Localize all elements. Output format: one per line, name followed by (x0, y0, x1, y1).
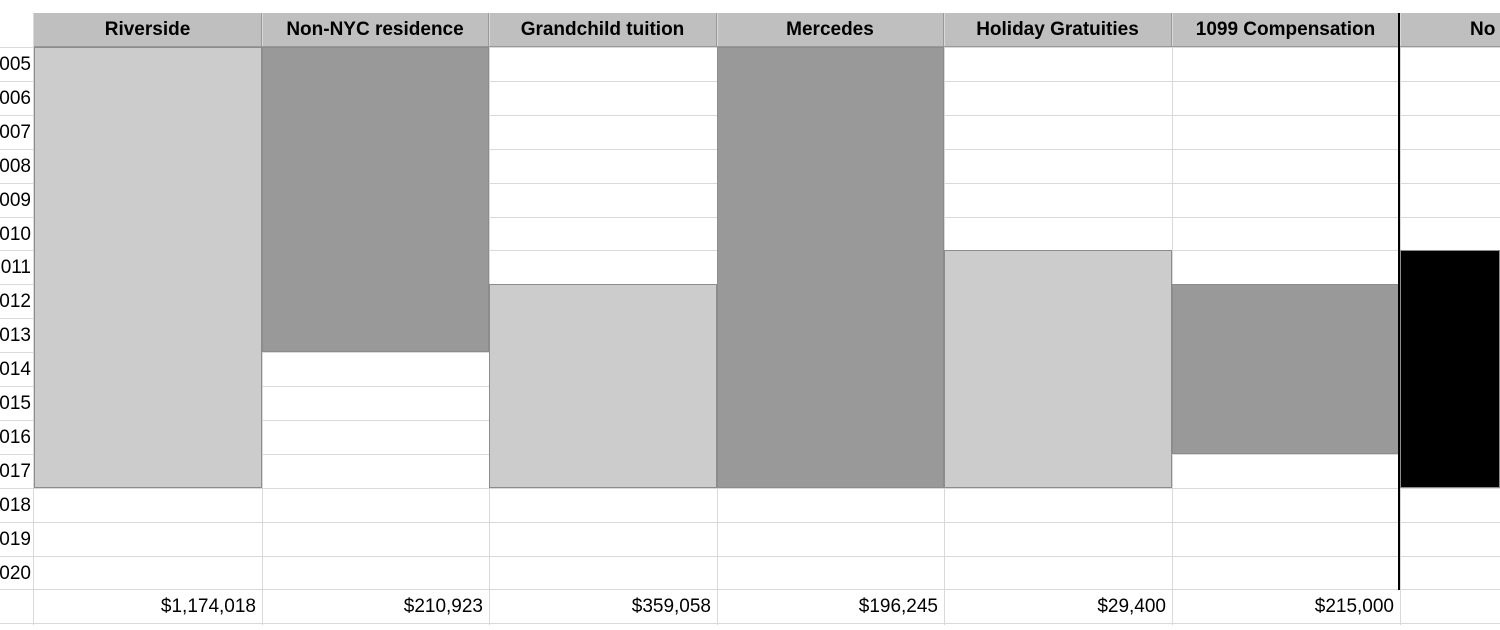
row-label-text: 2006 (0, 88, 31, 109)
row-label[interactable]: 2018 (0, 488, 31, 522)
column-total[interactable]: $29,400 (1097, 596, 1166, 617)
column-total[interactable]: $359,058 (631, 596, 711, 617)
column-header[interactable]: Mercedes (717, 13, 944, 47)
row-label-text: 2014 (0, 359, 31, 380)
column-total[interactable]: $210,923 (403, 596, 483, 617)
row-gridline (0, 556, 1500, 557)
column-total[interactable]: $196,245 (858, 596, 938, 617)
range-block[interactable] (1400, 250, 1500, 488)
row-label[interactable]: 2014 (0, 352, 31, 386)
row-gridline (0, 623, 1500, 624)
row-label[interactable]: 2017 (0, 454, 31, 488)
column-header[interactable]: Riverside (34, 13, 262, 47)
column-total[interactable]: $1,174,018 (160, 596, 256, 617)
range-block[interactable] (34, 47, 262, 488)
column-total[interactable]: $215,000 (1314, 596, 1394, 617)
row-label-text: 2019 (0, 529, 31, 550)
column-header[interactable]: Holiday Gratuities (944, 13, 1172, 47)
column-gridline (33, 13, 34, 625)
column-total[interactable] (1400, 590, 1500, 624)
row-label-text: 2007 (0, 122, 31, 143)
row-label[interactable]: 2008 (0, 149, 31, 183)
row-label-text: 2015 (0, 393, 31, 414)
range-block[interactable] (717, 47, 944, 488)
column-header[interactable]: No (1400, 13, 1500, 47)
range-block[interactable] (262, 47, 489, 352)
row-label[interactable]: 2012 (0, 284, 31, 318)
row-label[interactable]: 2016 (0, 420, 31, 454)
row-label-text: 2018 (0, 495, 31, 516)
column-header[interactable]: 1099 Compensation (1172, 13, 1400, 47)
row-label-text: 2020 (0, 563, 31, 584)
column-header[interactable]: Non-NYC residence (262, 13, 489, 47)
column-header[interactable]: Grandchild tuition (489, 13, 717, 47)
row-label-text: 2016 (0, 427, 31, 448)
row-gridline (0, 488, 1500, 489)
row-label[interactable]: 2006 (0, 81, 31, 115)
row-label[interactable]: 2015 (0, 386, 31, 420)
row-label[interactable]: 2011 (0, 250, 31, 284)
row-label-text: 2012 (0, 291, 31, 312)
row-label-text: 2017 (0, 461, 31, 482)
row-label[interactable]: 2019 (0, 522, 31, 556)
range-block[interactable] (944, 250, 1172, 488)
row-gridline (0, 589, 1500, 590)
range-block[interactable] (489, 284, 717, 488)
row-label[interactable]: 2005 (0, 47, 31, 81)
row-gridline (0, 522, 1500, 523)
range-block[interactable] (1172, 284, 1400, 454)
row-label[interactable]: 2007 (0, 115, 31, 149)
row-label-text: 2005 (0, 54, 31, 75)
row-label[interactable]: 2020 (0, 556, 31, 590)
row-label-text: 2008 (0, 156, 31, 177)
row-label-text: 2009 (0, 190, 31, 211)
header-row (34, 13, 1500, 47)
row-label[interactable]: 2010 (0, 217, 31, 251)
row-label-text: 2010 (0, 224, 31, 245)
row-label-text: 2011 (0, 257, 31, 278)
frozen-column-divider[interactable] (1398, 13, 1400, 590)
row-label[interactable]: 2009 (0, 183, 31, 217)
